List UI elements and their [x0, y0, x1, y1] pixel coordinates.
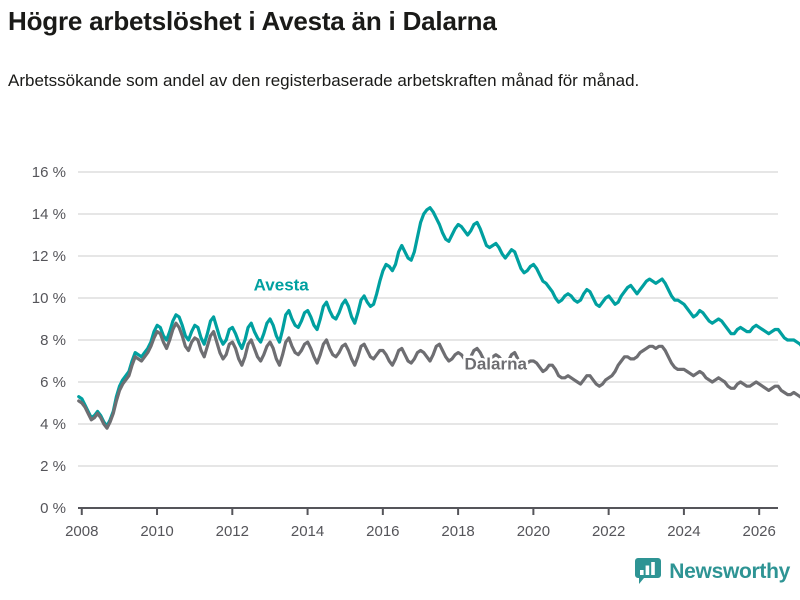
x-tick-label: 2022: [592, 523, 625, 540]
y-tick-label: 14 %: [32, 206, 66, 223]
page-subtitle: Arbetssökande som andel av den registerb…: [8, 71, 640, 90]
newsworthy-logo[interactable]: Newsworthy: [635, 558, 790, 586]
x-tick-label: 2018: [441, 523, 474, 540]
x-tick-label: 2020: [517, 523, 550, 540]
y-tick-label: 0 %: [40, 500, 66, 517]
x-tick-label: 2010: [140, 523, 173, 540]
y-tick-label: 8 %: [40, 332, 66, 349]
x-tick-label: 2014: [291, 523, 324, 540]
newsworthy-logo-text: Newsworthy: [669, 560, 790, 583]
y-tick-label: 4 %: [40, 416, 66, 433]
x-tick-label: 2016: [366, 523, 399, 540]
series-label-dalarna: Dalarna: [465, 354, 528, 373]
x-tick-label: 2008: [65, 523, 98, 540]
line-chart: 0 % 2 % 4 % 6 % 8 % 10 % 12 % 14 % 16 % 2008 2010…: [0, 150, 800, 550]
footer: Newsworthy: [0, 552, 800, 600]
y-tick-label: 12 %: [32, 248, 66, 265]
y-tick-label: 16 %: [32, 164, 66, 181]
y-axis-tick-labels: 0 % 2 % 4 % 6 % 8 % 10 % 12 % 14 % 16 %: [32, 164, 66, 517]
y-tick-label: 6 %: [40, 374, 66, 391]
chart-svg: 0 % 2 % 4 % 6 % 8 % 10 % 12 % 14 % 16 % 2008 2010…: [32, 164, 800, 540]
page-title: Högre arbetslöshet i Avesta än i Dalarna: [8, 6, 497, 36]
x-axis-ticks: [80, 508, 761, 515]
series-line-avesta: [77, 206, 800, 428]
y-tick-label: 2 %: [40, 458, 66, 475]
y-tick-label: 10 %: [32, 290, 66, 307]
series-label-halo: Avesta: [254, 276, 310, 295]
x-tick-label: 2024: [667, 523, 700, 540]
series-label-avesta: Avesta: [254, 276, 310, 295]
gridlines: [78, 171, 778, 467]
series-label-halo: Dalarna: [465, 354, 528, 373]
x-tick-label: 2012: [216, 523, 249, 540]
series-line-dalarna: [77, 321, 800, 430]
newsworthy-logo-icon: [635, 558, 662, 584]
x-tick-label: 2026: [742, 523, 775, 540]
series-lines: [77, 206, 800, 430]
x-axis-tick-labels: 2008 2010 2012 2014 2016 2018 2020 2022 2024 2026: [65, 523, 776, 540]
